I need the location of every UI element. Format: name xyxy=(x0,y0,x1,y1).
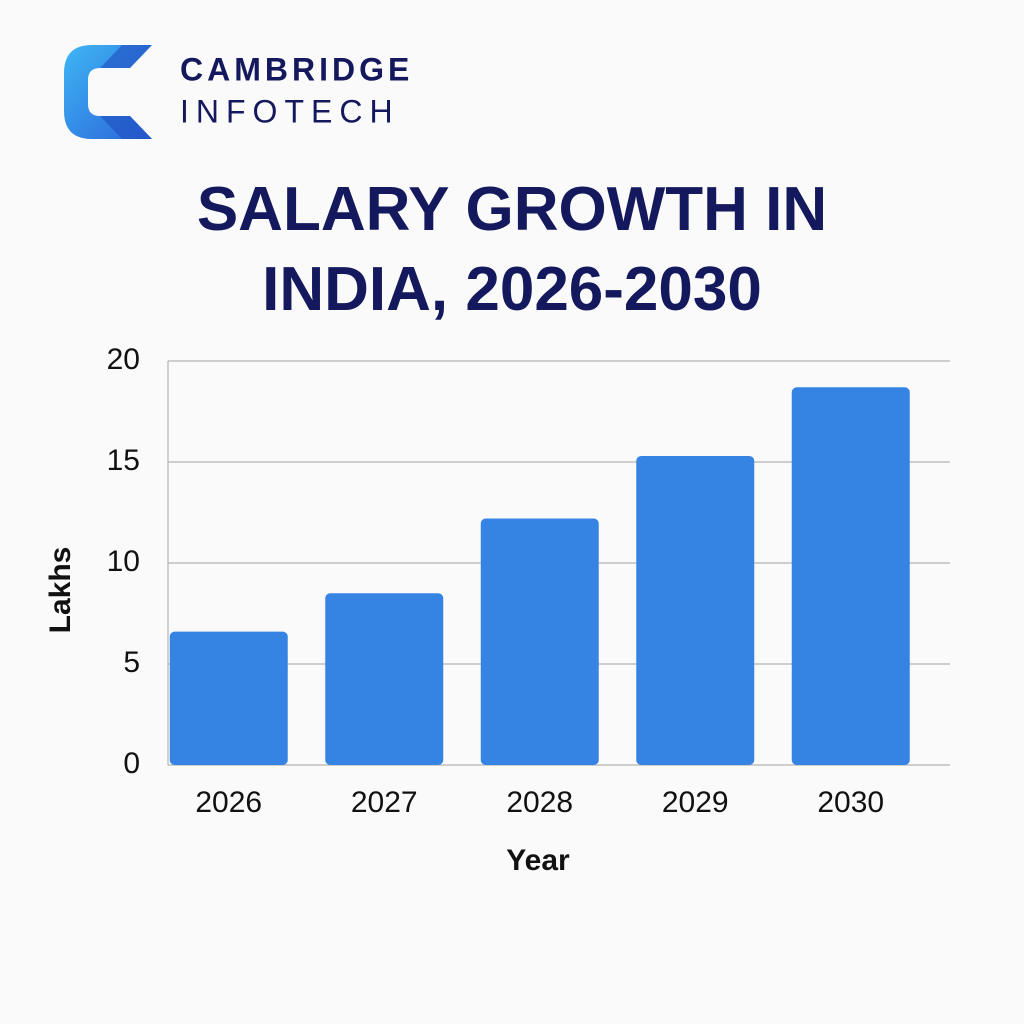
x-tick-label: 2026 xyxy=(195,786,262,819)
x-axis-label: Year xyxy=(506,844,570,877)
y-tick-label: 10 xyxy=(107,545,140,578)
y-tick-label: 15 xyxy=(107,444,140,477)
bar xyxy=(325,593,444,765)
logo-subname: INFOTECH xyxy=(180,93,400,129)
x-tick-label: 2030 xyxy=(817,786,884,819)
bar xyxy=(636,455,755,765)
x-tick-label: 2028 xyxy=(506,786,573,819)
bar xyxy=(791,387,910,765)
y-tick-label: 5 xyxy=(123,646,140,679)
x-tick-label: 2027 xyxy=(351,786,418,819)
chart-title: SALARY GROWTH IN INDIA, 2026-2030 xyxy=(196,175,828,324)
x-tick-label: 2029 xyxy=(662,786,729,819)
bar xyxy=(169,631,288,765)
y-axis-label: Lakhs xyxy=(44,547,77,634)
y-tick-label: 20 xyxy=(107,343,140,376)
logo-name: CAMBRIDGE xyxy=(180,51,413,87)
y-tick-label: 0 xyxy=(123,747,140,780)
logo-icon xyxy=(64,45,152,139)
bar xyxy=(480,518,599,765)
